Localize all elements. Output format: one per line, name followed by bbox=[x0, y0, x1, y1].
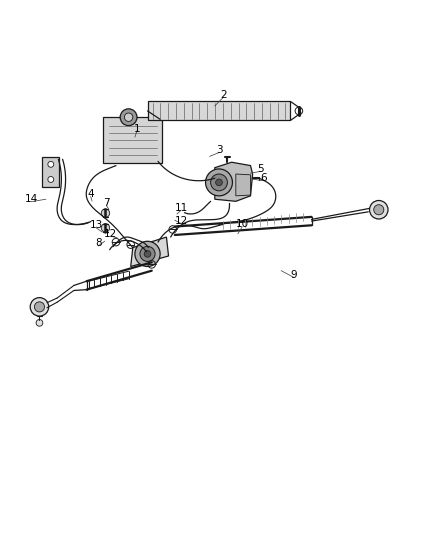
Circle shape bbox=[205, 169, 233, 196]
Text: 5: 5 bbox=[257, 164, 264, 174]
Polygon shape bbox=[236, 174, 251, 196]
Circle shape bbox=[36, 319, 43, 326]
Circle shape bbox=[211, 174, 227, 191]
Text: 13: 13 bbox=[90, 220, 103, 230]
Circle shape bbox=[48, 161, 54, 167]
Text: 3: 3 bbox=[215, 145, 223, 155]
Text: 1: 1 bbox=[134, 124, 140, 134]
Circle shape bbox=[101, 224, 110, 232]
Bar bbox=[148, 101, 290, 120]
Polygon shape bbox=[131, 237, 169, 266]
Circle shape bbox=[35, 302, 45, 312]
Text: 7: 7 bbox=[103, 198, 110, 208]
Text: 6: 6 bbox=[260, 173, 266, 183]
Text: 14: 14 bbox=[25, 194, 38, 204]
Polygon shape bbox=[215, 162, 253, 201]
Circle shape bbox=[120, 109, 137, 126]
Text: 8: 8 bbox=[95, 238, 102, 248]
Text: 4: 4 bbox=[88, 189, 94, 199]
Circle shape bbox=[124, 113, 133, 122]
Circle shape bbox=[374, 205, 384, 215]
Circle shape bbox=[140, 246, 155, 262]
FancyBboxPatch shape bbox=[103, 117, 162, 164]
Circle shape bbox=[295, 107, 303, 115]
Circle shape bbox=[48, 176, 54, 182]
Text: 10: 10 bbox=[236, 220, 249, 229]
Circle shape bbox=[135, 241, 160, 266]
Text: 11: 11 bbox=[174, 203, 188, 213]
Circle shape bbox=[144, 251, 151, 257]
Bar bbox=[42, 157, 59, 187]
Text: 9: 9 bbox=[290, 270, 297, 280]
Text: 12: 12 bbox=[174, 216, 188, 226]
Text: 2: 2 bbox=[220, 90, 226, 100]
Circle shape bbox=[30, 297, 49, 316]
Circle shape bbox=[215, 179, 223, 186]
Text: 12: 12 bbox=[104, 229, 117, 239]
Circle shape bbox=[370, 200, 388, 219]
Circle shape bbox=[101, 209, 110, 217]
